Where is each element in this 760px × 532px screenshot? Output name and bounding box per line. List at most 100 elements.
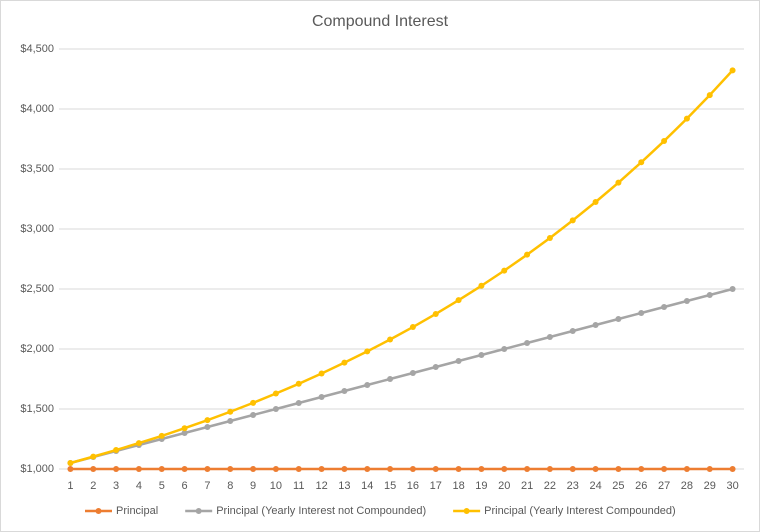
point-marker — [113, 466, 120, 472]
point-marker — [341, 466, 348, 472]
point-marker — [318, 466, 325, 472]
x-tick-label: 29 — [704, 480, 716, 492]
y-tick-label: $2,000 — [20, 343, 54, 355]
point-marker — [524, 466, 531, 472]
point-marker — [501, 346, 508, 352]
point-marker — [546, 235, 553, 241]
point-marker — [250, 466, 257, 472]
point-marker — [592, 466, 599, 472]
x-tick-label: 20 — [498, 480, 510, 492]
point-marker — [592, 322, 599, 328]
x-tick-label: 19 — [475, 480, 487, 492]
point-marker — [615, 466, 622, 472]
x-tick-label: 3 — [113, 480, 119, 492]
x-tick-label: 27 — [658, 480, 670, 492]
x-tick-label: 30 — [726, 480, 738, 492]
x-tick-label: 21 — [521, 480, 533, 492]
point-marker — [432, 364, 439, 370]
point-marker — [455, 358, 462, 364]
point-marker — [67, 460, 74, 466]
point-marker — [364, 466, 371, 472]
y-tick-label: $1,500 — [20, 403, 54, 415]
point-marker — [706, 92, 713, 99]
point-marker — [683, 115, 690, 122]
x-tick-label: 14 — [361, 480, 373, 492]
point-marker — [90, 466, 97, 472]
y-tick-label: $4,000 — [20, 103, 54, 115]
x-tick-label: 7 — [204, 480, 210, 492]
point-marker — [387, 336, 394, 343]
point-marker — [158, 432, 165, 439]
point-marker — [729, 286, 736, 292]
point-marker — [90, 453, 97, 460]
point-marker — [432, 310, 439, 317]
point-marker — [501, 466, 508, 472]
y-tick-label: $3,500 — [20, 163, 54, 175]
point-marker — [409, 370, 416, 376]
point-marker — [661, 466, 668, 472]
point-marker — [569, 466, 576, 472]
point-marker — [227, 466, 234, 472]
point-marker — [67, 466, 74, 472]
point-marker — [638, 159, 645, 166]
point-marker — [546, 466, 553, 472]
point-marker — [135, 440, 142, 447]
point-marker — [638, 310, 645, 316]
point-marker — [455, 466, 462, 472]
point-marker — [478, 466, 485, 472]
x-tick-label: 23 — [567, 480, 579, 492]
point-marker — [729, 466, 736, 472]
legend-marker — [95, 508, 102, 514]
point-marker — [478, 352, 485, 358]
legend-label: Principal (Yearly Interest Compounded) — [484, 505, 676, 517]
point-marker — [729, 67, 736, 74]
x-tick-label: 5 — [159, 480, 165, 492]
legend-label: Principal — [116, 505, 158, 517]
point-marker — [501, 267, 508, 274]
chart-title: Compound Interest — [312, 13, 449, 30]
x-tick-label: 13 — [338, 480, 350, 492]
point-marker — [272, 390, 279, 397]
point-marker — [455, 297, 462, 304]
point-marker — [546, 334, 553, 340]
point-marker — [706, 466, 713, 472]
point-marker — [204, 417, 211, 424]
legend-label: Principal (Yearly Interest not Compounde… — [216, 505, 426, 517]
x-tick-label: 4 — [136, 480, 142, 492]
x-tick-label: 17 — [430, 480, 442, 492]
point-marker — [683, 466, 690, 472]
point-marker — [524, 251, 531, 258]
point-marker — [706, 292, 713, 298]
point-marker — [409, 466, 416, 472]
x-tick-label: 25 — [612, 480, 624, 492]
x-tick-label: 2 — [90, 480, 96, 492]
x-tick-label: 24 — [589, 480, 601, 492]
point-marker — [295, 380, 302, 387]
point-marker — [615, 316, 622, 322]
point-marker — [387, 466, 394, 472]
x-tick-label: 6 — [182, 480, 188, 492]
point-marker — [409, 324, 416, 331]
y-tick-label: $1,000 — [20, 463, 54, 475]
point-marker — [318, 394, 325, 400]
series-line — [70, 287, 733, 465]
x-tick-label: 22 — [544, 480, 556, 492]
point-marker — [341, 359, 348, 366]
point-marker — [364, 382, 371, 388]
x-tick-label: 11 — [293, 480, 304, 492]
point-marker — [250, 399, 257, 406]
point-marker — [341, 388, 348, 394]
point-marker — [432, 466, 439, 472]
point-marker — [158, 466, 165, 472]
point-marker — [683, 298, 690, 304]
legend-marker — [195, 508, 202, 514]
point-marker — [592, 199, 599, 205]
x-tick-label: 10 — [270, 480, 282, 492]
point-marker — [615, 179, 622, 186]
x-tick-label: 26 — [635, 480, 647, 492]
point-marker — [181, 466, 188, 472]
y-tick-label: $2,500 — [20, 283, 54, 295]
